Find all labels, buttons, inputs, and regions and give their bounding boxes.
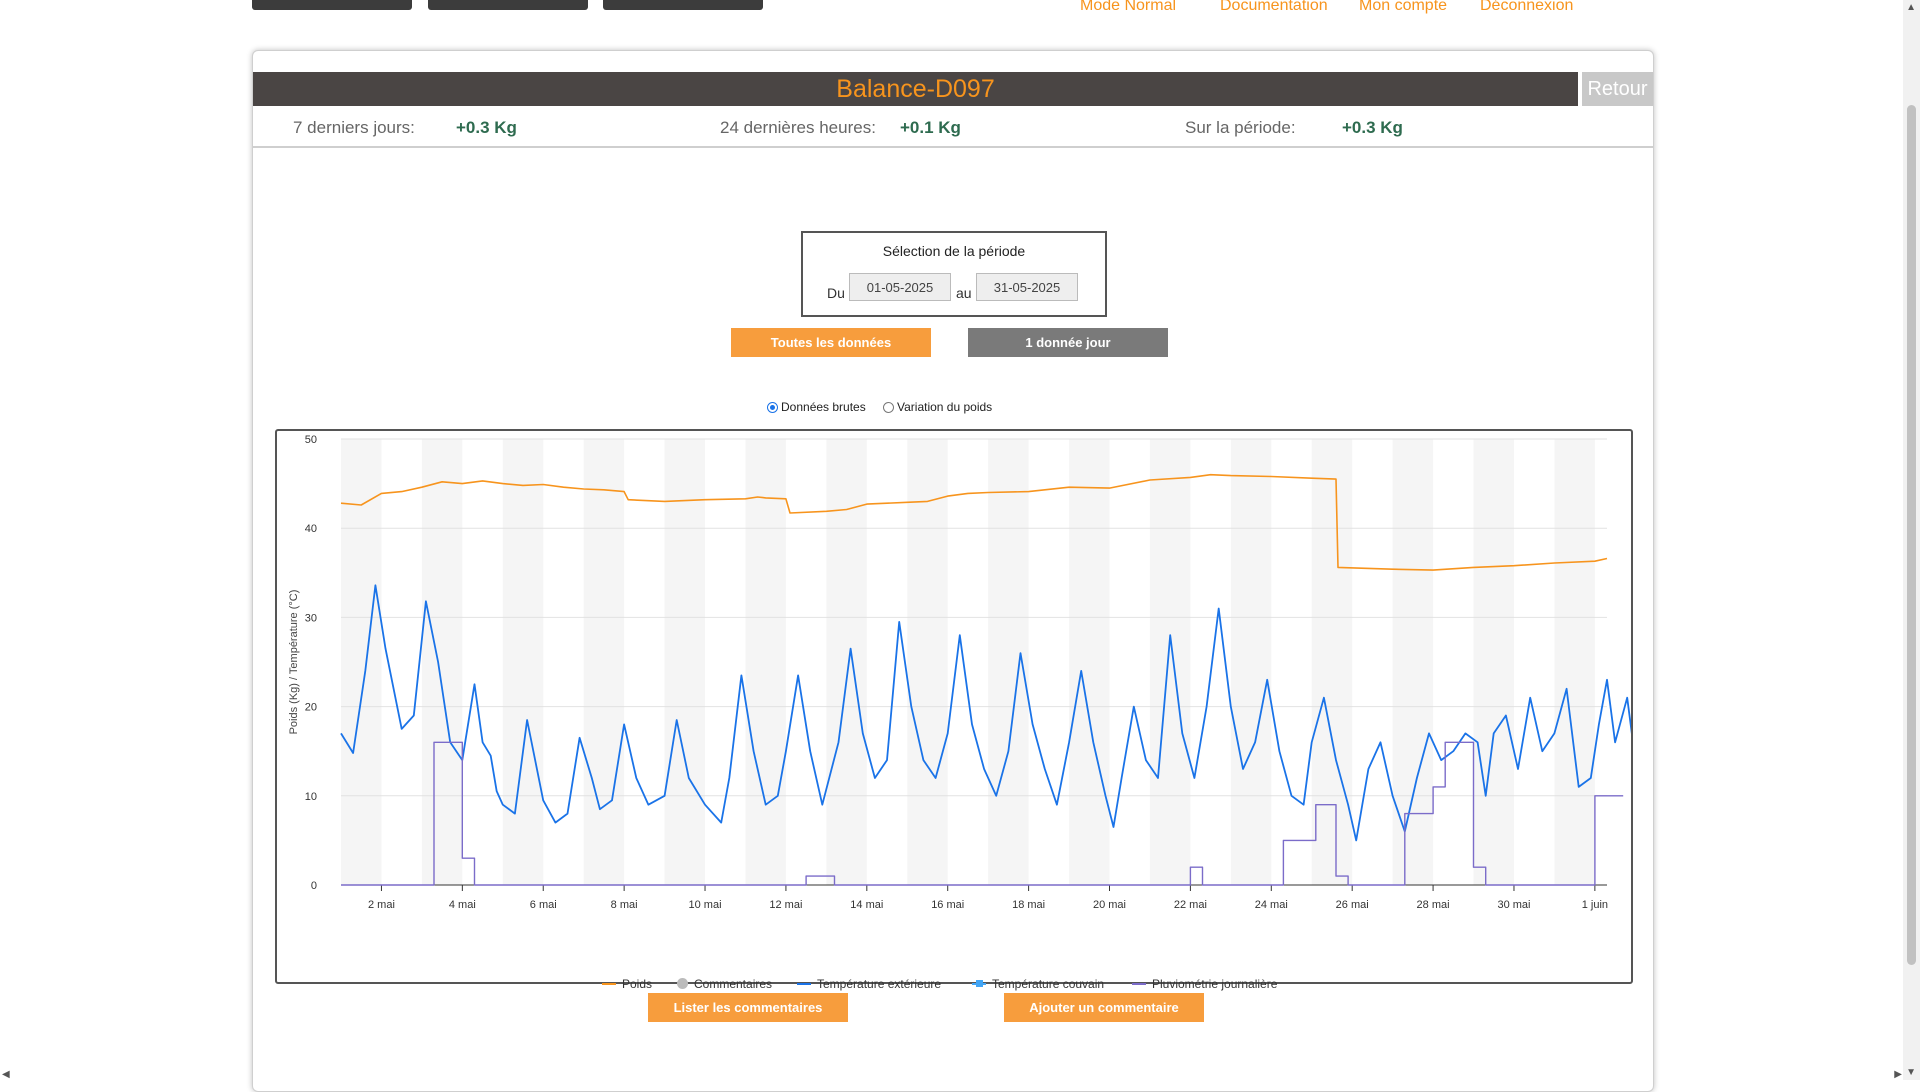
period-selector: Sélection de la période Du au xyxy=(801,231,1107,317)
scrollbar-thumb[interactable] xyxy=(1907,105,1916,965)
period-from-label: Du xyxy=(827,285,845,301)
day-band xyxy=(664,439,706,885)
day-band xyxy=(826,439,867,885)
day-band xyxy=(907,439,948,885)
nav-link-logout[interactable]: Déconnexion xyxy=(1480,0,1574,14)
stats-bar: 7 derniers jours: +0.3 Kg 24 dernières h… xyxy=(253,106,1653,148)
nav-link-mode-normal[interactable]: Mode Normal xyxy=(1080,0,1177,14)
add-comment-button[interactable]: Ajouter un commentaire xyxy=(1004,993,1204,1022)
x-tick-label: 30 mai xyxy=(1497,899,1530,911)
nav-link-account[interactable]: Mon compte xyxy=(1359,0,1448,14)
x-tick-label: 2 mai xyxy=(368,899,395,911)
x-tick-label: 26 mai xyxy=(1336,899,1369,911)
series-line-temp-rature-ext-rieure xyxy=(340,584,1631,842)
y-tick-label: 40 xyxy=(305,523,317,535)
y-tick-label: 10 xyxy=(305,791,317,803)
y-tick-label: 20 xyxy=(305,702,317,714)
day-band xyxy=(1311,439,1353,885)
scroll-left-icon[interactable]: ◀ xyxy=(2,1069,10,1080)
x-tick-label: 20 mai xyxy=(1093,899,1126,911)
top-nav-button-2[interactable] xyxy=(428,0,588,10)
vertical-scrollbar[interactable]: ▲ ▼ xyxy=(1903,0,1920,1080)
list-comments-button[interactable]: Lister les commentaires xyxy=(648,993,848,1022)
legend-label: Température extérieure xyxy=(817,977,942,991)
x-tick-label: 8 mai xyxy=(611,899,638,911)
x-tick-label: 16 mai xyxy=(931,899,964,911)
x-tick-label: 1 juin xyxy=(1582,899,1608,911)
stat-label-7days: 7 derniers jours: xyxy=(293,118,415,137)
date-to-input[interactable] xyxy=(976,273,1078,301)
radio-raw-icon[interactable] xyxy=(767,402,778,413)
day-band xyxy=(421,439,463,885)
legend-poids[interactable]: Poids xyxy=(602,977,652,991)
x-tick-label: 10 mai xyxy=(689,899,722,911)
legend-rain[interactable]: Pluviométrie journalière xyxy=(1132,977,1277,991)
stat-value-period: +0.3 Kg xyxy=(1342,118,1403,137)
series-line-pluviom-trie-journali-re xyxy=(341,741,1624,886)
legend-label: Poids xyxy=(622,977,653,991)
x-tick-label: 24 mai xyxy=(1255,899,1288,911)
x-tick-label: 4 mai xyxy=(449,899,476,911)
stat-value-7days: +0.3 Kg xyxy=(456,118,517,137)
day-band xyxy=(1230,439,1272,885)
day-band xyxy=(1149,439,1191,885)
legend-line-icon xyxy=(1132,983,1146,985)
y-tick-label: 0 xyxy=(311,880,317,892)
x-tick-label: 12 mai xyxy=(769,899,802,911)
x-tick-label: 18 mai xyxy=(1012,899,1045,911)
legend-line-icon xyxy=(797,983,811,985)
legend-dot-icon xyxy=(677,978,688,989)
day-band xyxy=(341,439,382,885)
day-band xyxy=(502,439,544,885)
scroll-up-icon[interactable]: ▲ xyxy=(1906,2,1916,13)
day-band xyxy=(1392,439,1434,885)
legend-line-icon xyxy=(602,983,616,985)
top-nav-button-3[interactable] xyxy=(603,0,763,10)
y-axis-title: Poids (Kg) / Température (°C) xyxy=(288,590,300,735)
radio-raw-label: Données brutes xyxy=(781,400,866,414)
legend-label: Température couvain xyxy=(992,977,1105,991)
radio-variation-label: Variation du poids xyxy=(897,400,993,414)
legend-temp-couvain[interactable]: Température couvain xyxy=(972,977,1104,991)
x-tick-label: 14 mai xyxy=(850,899,883,911)
day-band xyxy=(1069,439,1110,885)
back-button[interactable]: Retour xyxy=(1582,72,1653,106)
main-card: Balance-D097 Retour 7 derniers jours: +0… xyxy=(252,50,1654,1092)
stat-value-24h: +0.1 Kg xyxy=(900,118,961,137)
x-tick-label: 22 mai xyxy=(1174,899,1207,911)
legend-comments[interactable]: Commentaires xyxy=(677,977,772,991)
stat-label-period: Sur la période: xyxy=(1185,118,1296,137)
weight-temperature-chart: 0 10 20 30 40 50 2 mai 4 mai 6 mai 8 mai 10 mai 12 … xyxy=(288,434,1631,911)
day-band xyxy=(583,439,625,885)
day-band xyxy=(1473,439,1514,885)
day-band xyxy=(745,439,786,885)
period-title: Sélection de la période xyxy=(882,243,1026,259)
y-tick-label: 30 xyxy=(305,612,317,624)
scroll-down-icon[interactable]: ▼ xyxy=(1906,1067,1916,1078)
radio-variation-icon[interactable] xyxy=(883,402,894,413)
all-data-button[interactable]: Toutes les données xyxy=(731,328,931,357)
day-band xyxy=(1554,439,1595,885)
page-title: Balance-D097 xyxy=(253,72,1578,106)
chart-container: 0 10 20 30 40 50 2 mai 4 mai 6 mai 8 mai 10 mai 12 … xyxy=(275,429,1633,991)
legend-label: Pluviométrie journalière xyxy=(1152,977,1278,991)
legend-label: Commentaires xyxy=(694,977,773,991)
legend-temp-ext[interactable]: Température extérieure xyxy=(797,977,941,991)
nav-link-documentation[interactable]: Documentation xyxy=(1220,0,1328,14)
one-per-day-button[interactable]: 1 donnée jour xyxy=(968,328,1168,357)
view-mode-variation[interactable]: Variation du poids xyxy=(883,400,992,414)
top-nav-button-1[interactable] xyxy=(252,0,412,10)
series-line-poids xyxy=(340,473,1608,571)
x-tick-label: 6 mai xyxy=(530,899,557,911)
scroll-right-icon[interactable]: ▶ xyxy=(1894,1069,1902,1080)
x-tick-label: 28 mai xyxy=(1417,899,1450,911)
y-tick-label: 50 xyxy=(305,434,317,446)
stat-label-24h: 24 dernières heures: xyxy=(720,118,876,137)
date-from-input[interactable] xyxy=(849,273,951,301)
legend-line-square-icon xyxy=(972,980,986,987)
period-to-label: au xyxy=(956,285,972,301)
view-mode-raw[interactable]: Données brutes xyxy=(767,400,866,414)
